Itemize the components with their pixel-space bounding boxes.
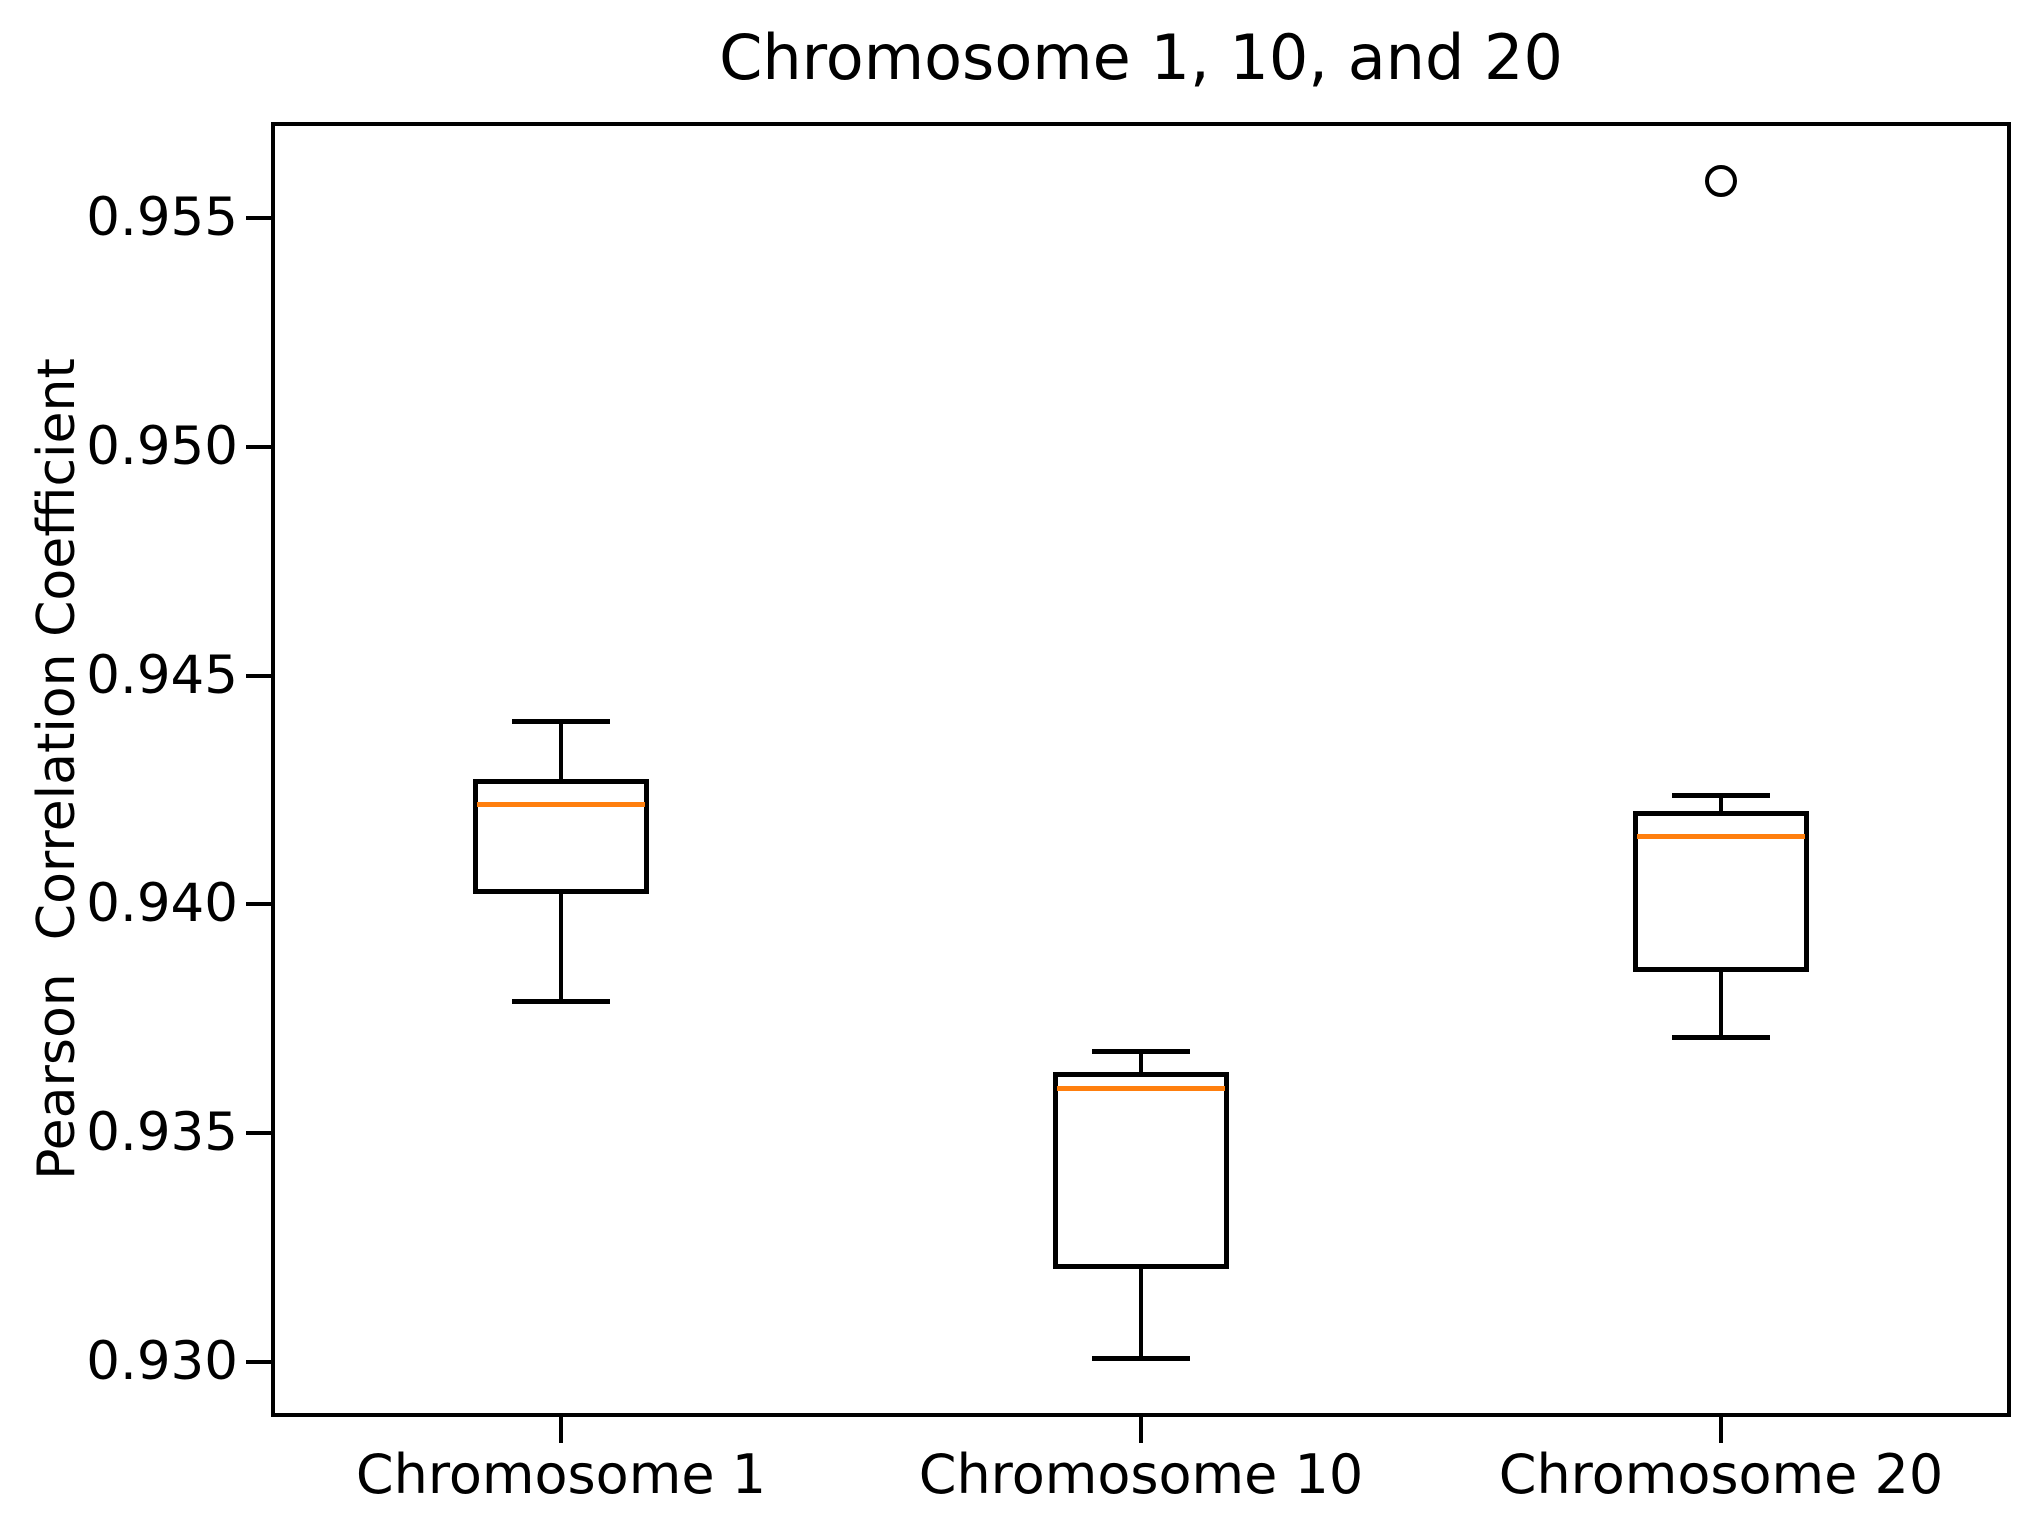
y-tick-label: 0.940 bbox=[86, 873, 238, 935]
boxplot-box bbox=[1053, 1071, 1229, 1269]
y-tick-label: 0.945 bbox=[86, 644, 238, 706]
y-tick-label: 0.935 bbox=[86, 1102, 238, 1164]
boxplot-box bbox=[1633, 810, 1809, 972]
lower-whisker-stem bbox=[1719, 968, 1723, 1038]
median-line bbox=[1637, 833, 1805, 839]
upper-whisker-cap bbox=[512, 719, 610, 725]
y-axis-label: Pearson Correlation Coefficient bbox=[27, 358, 87, 1180]
median-line bbox=[477, 801, 645, 807]
outlier-point bbox=[1705, 165, 1737, 198]
y-tick-label: 0.930 bbox=[86, 1331, 238, 1393]
lower-whisker-stem bbox=[559, 890, 563, 1001]
x-tick-label: Chromosome 1 bbox=[355, 1443, 767, 1506]
upper-whisker-stem bbox=[1139, 1050, 1143, 1074]
x-tick-mark bbox=[1139, 1417, 1143, 1443]
lower-whisker-cap bbox=[512, 998, 610, 1004]
lower-whisker-stem bbox=[1139, 1265, 1143, 1358]
x-tick-mark bbox=[559, 1417, 563, 1443]
lower-whisker-cap bbox=[1092, 1355, 1190, 1361]
y-tick-mark bbox=[246, 902, 272, 907]
upper-whisker-cap bbox=[1092, 1048, 1190, 1054]
y-tick-mark bbox=[246, 1360, 272, 1365]
x-tick-label: Chromosome 10 bbox=[918, 1443, 1364, 1506]
y-tick-mark bbox=[246, 673, 272, 678]
y-tick-mark bbox=[246, 216, 272, 221]
median-line bbox=[1057, 1085, 1225, 1091]
upper-whisker-stem bbox=[559, 721, 563, 781]
x-tick-label: Chromosome 20 bbox=[1498, 1443, 1944, 1506]
upper-whisker-stem bbox=[1719, 794, 1723, 813]
x-tick-mark bbox=[1719, 1417, 1723, 1443]
lower-whisker-cap bbox=[1672, 1035, 1770, 1041]
y-tick-label: 0.955 bbox=[86, 187, 238, 249]
chart-title: Chromosome 1, 10, and 20 bbox=[719, 21, 1563, 94]
y-tick-label: 0.950 bbox=[86, 415, 238, 477]
upper-whisker-cap bbox=[1672, 792, 1770, 798]
boxplot-box bbox=[473, 778, 649, 894]
y-tick-mark bbox=[246, 444, 272, 449]
y-tick-mark bbox=[246, 1131, 272, 1136]
